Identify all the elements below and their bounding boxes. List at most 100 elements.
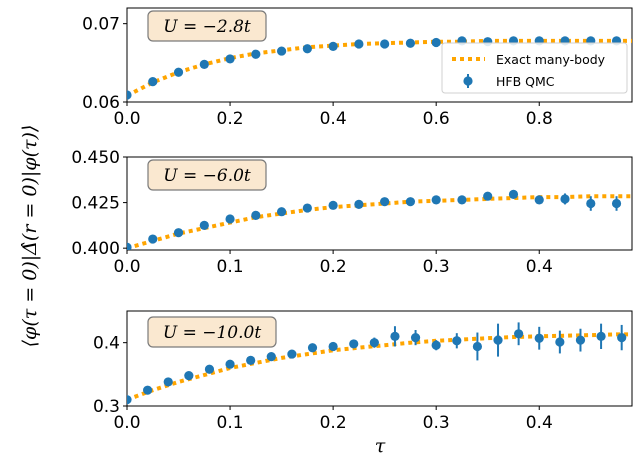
x-tick-label: 0.6 — [423, 109, 450, 129]
annotation-box — [147, 10, 267, 42]
qmc-point — [431, 340, 441, 350]
axes-frame — [126, 310, 633, 407]
qmc-point — [276, 46, 287, 56]
x-tick-label: 0.4 — [526, 257, 553, 277]
qmc-point — [328, 41, 338, 51]
x-tick-label: 0.1 — [217, 413, 244, 433]
qmc-point — [163, 377, 173, 387]
x-tick-label: 0.8 — [526, 109, 553, 129]
qmc-point — [127, 90, 132, 100]
qmc-point — [127, 242, 132, 250]
axes-frame — [126, 156, 633, 251]
x-tick-label: 0.2 — [320, 257, 347, 277]
y-tick-label: 0.06 — [82, 93, 120, 113]
y-tick-label: 0.3 — [93, 397, 120, 417]
y-axis-label: ⟨φ(τ = 0)|Δ̂(r = 0)|φ(τ)⟩ — [19, 125, 41, 348]
annotation-label: U = −10.0t — [163, 323, 261, 343]
x-tick-label: 0.0 — [113, 257, 140, 277]
y-tick-label: 0.425 — [71, 194, 120, 214]
qmc-point — [369, 338, 379, 348]
x-axis-label: τ — [375, 435, 386, 457]
qmc-point — [431, 195, 441, 205]
x-tick-label: 0.1 — [217, 257, 244, 277]
panel-1: 0.0 0.2 0.4 0.6 0.8 0.06 0.07 U = −2.8t Exact ma… — [82, 7, 633, 129]
qmc-point — [204, 364, 215, 374]
qmc-point — [575, 335, 586, 345]
qmc-point — [266, 352, 276, 362]
y-tick-label: 0.07 — [82, 15, 120, 35]
qmc-point — [493, 335, 503, 345]
y-tick-label: 0.400 — [71, 239, 120, 259]
qmc-point — [302, 203, 312, 213]
qmc-point — [617, 333, 627, 343]
x-tick-label: 0.4 — [526, 413, 553, 433]
qmc-point — [380, 197, 390, 207]
plot-area — [127, 36, 632, 100]
qmc-point — [410, 333, 421, 343]
axes-frame — [126, 7, 633, 103]
qmc-point — [276, 207, 287, 217]
qmc-point — [483, 191, 493, 201]
qmc-point — [534, 195, 544, 205]
qmc-point — [514, 329, 524, 339]
qmc-point — [596, 331, 606, 341]
qmc-point — [287, 349, 297, 359]
exact-many-body-line — [127, 194, 632, 250]
qmc-point — [148, 234, 158, 244]
panels: 0.0 0.2 0.4 0.6 0.8 0.06 0.07 U = −2.8t Exact ma… — [71, 7, 633, 433]
x-tick-label: 0.3 — [423, 257, 450, 277]
panel-2: 0.0 0.1 0.2 0.3 0.4 0.400 0.425 0.450 U = −6.0t — [71, 148, 633, 277]
qmc-point — [380, 39, 390, 49]
annotation-label: U = −6.0t — [163, 166, 251, 186]
legend: Exact many-body HFB QMC — [441, 42, 628, 94]
qmc-point — [328, 341, 338, 352]
qmc-point — [246, 355, 256, 365]
qmc-point — [534, 333, 544, 343]
x-tick-label: 0.2 — [320, 413, 347, 433]
qmc-point — [251, 49, 261, 59]
qmc-point — [555, 337, 565, 347]
panel-3: 0.0 0.1 0.2 0.3 0.4 0.3 0.4 U = −10.0t — [93, 310, 633, 433]
qmc-point — [431, 37, 441, 48]
qmc-point — [199, 59, 209, 69]
qmc-point — [508, 189, 519, 199]
qmc-point — [472, 341, 483, 352]
qmc-point — [354, 199, 364, 210]
x-tick-label: 0.0 — [113, 413, 140, 433]
qmc-point — [143, 385, 153, 395]
x-tick-label: 0.4 — [320, 109, 347, 129]
qmc-point — [199, 220, 209, 230]
annotation-label: U = −2.8t — [163, 17, 251, 37]
exact-many-body-line — [127, 332, 632, 402]
qmc-point — [302, 44, 312, 54]
y-tick-label: 0.450 — [71, 148, 120, 168]
qmc-point — [307, 343, 318, 353]
qmc-point — [452, 336, 462, 346]
y-tick-label: 0.4 — [93, 334, 120, 354]
qmc-point — [586, 198, 596, 209]
qmc-point — [184, 371, 194, 381]
qmc-point — [251, 210, 261, 220]
x-tick-label: 0.3 — [423, 413, 450, 433]
x-tick-label: 0.0 — [113, 109, 140, 129]
qmc-point — [148, 77, 158, 87]
legend-qmc-label: HFB QMC — [496, 74, 555, 89]
qmc-point — [349, 339, 359, 349]
qmc-point — [405, 38, 416, 48]
qmc-point — [328, 200, 338, 210]
qmc-point — [173, 67, 184, 77]
plot-area — [127, 322, 632, 405]
qmc-point — [225, 359, 235, 369]
qmc-point — [225, 54, 235, 64]
qmc-point — [173, 228, 184, 238]
x-tick-label: 0.2 — [217, 109, 244, 129]
legend-frame — [441, 42, 628, 94]
qmc-point — [560, 194, 570, 204]
qmc-point — [611, 198, 622, 209]
plot-area — [127, 189, 632, 250]
legend-exact-label: Exact many-body — [496, 52, 606, 67]
qmc-point — [457, 195, 467, 205]
qmc-point — [354, 39, 364, 49]
legend-qmc-swatch — [463, 76, 473, 86]
